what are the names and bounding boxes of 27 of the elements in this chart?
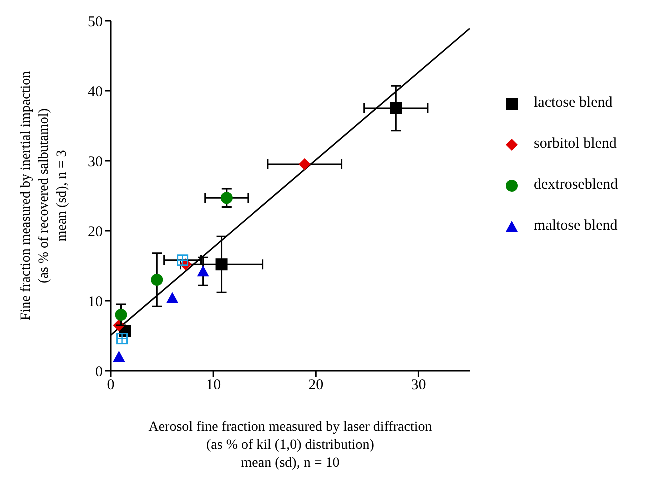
- x-tick-label: 0: [107, 378, 115, 394]
- point: [166, 292, 179, 304]
- point: [216, 258, 228, 271]
- x-tick-label: 20: [308, 378, 324, 394]
- point: [113, 351, 126, 362]
- y-tick-label: 10: [88, 294, 103, 310]
- x-axis-title: Aerosol fine fraction measured by laser diffraction (as % of kil (1,0) distribution) mean (sd), n = 10: [148, 420, 432, 471]
- point: [116, 333, 128, 345]
- point: [220, 192, 233, 204]
- y-tick-label: 0: [96, 364, 103, 380]
- point: [115, 309, 128, 321]
- point: [177, 254, 189, 266]
- legend-label: dextroseblend: [534, 177, 618, 194]
- legend-label: lactose blend: [534, 95, 613, 112]
- legend-label: sorbitol blend: [534, 136, 617, 153]
- point: [197, 266, 210, 277]
- point: [298, 158, 311, 170]
- y-tick-label: 40: [88, 84, 103, 100]
- point: [151, 274, 164, 286]
- y-axis-title: Fine fraction measured by inertial impaction (as % of recovered salbutamol) mean (sd), n = 3: [19, 71, 70, 321]
- y-tick-label: 30: [88, 154, 103, 170]
- x-tick-label: 30: [411, 378, 426, 394]
- point: [390, 102, 402, 114]
- x-tick-label: 10: [206, 378, 222, 394]
- y-tick-label: 20: [88, 224, 103, 240]
- y-tick-label: 50: [88, 14, 103, 30]
- legend-label: maltose blend: [534, 218, 618, 235]
